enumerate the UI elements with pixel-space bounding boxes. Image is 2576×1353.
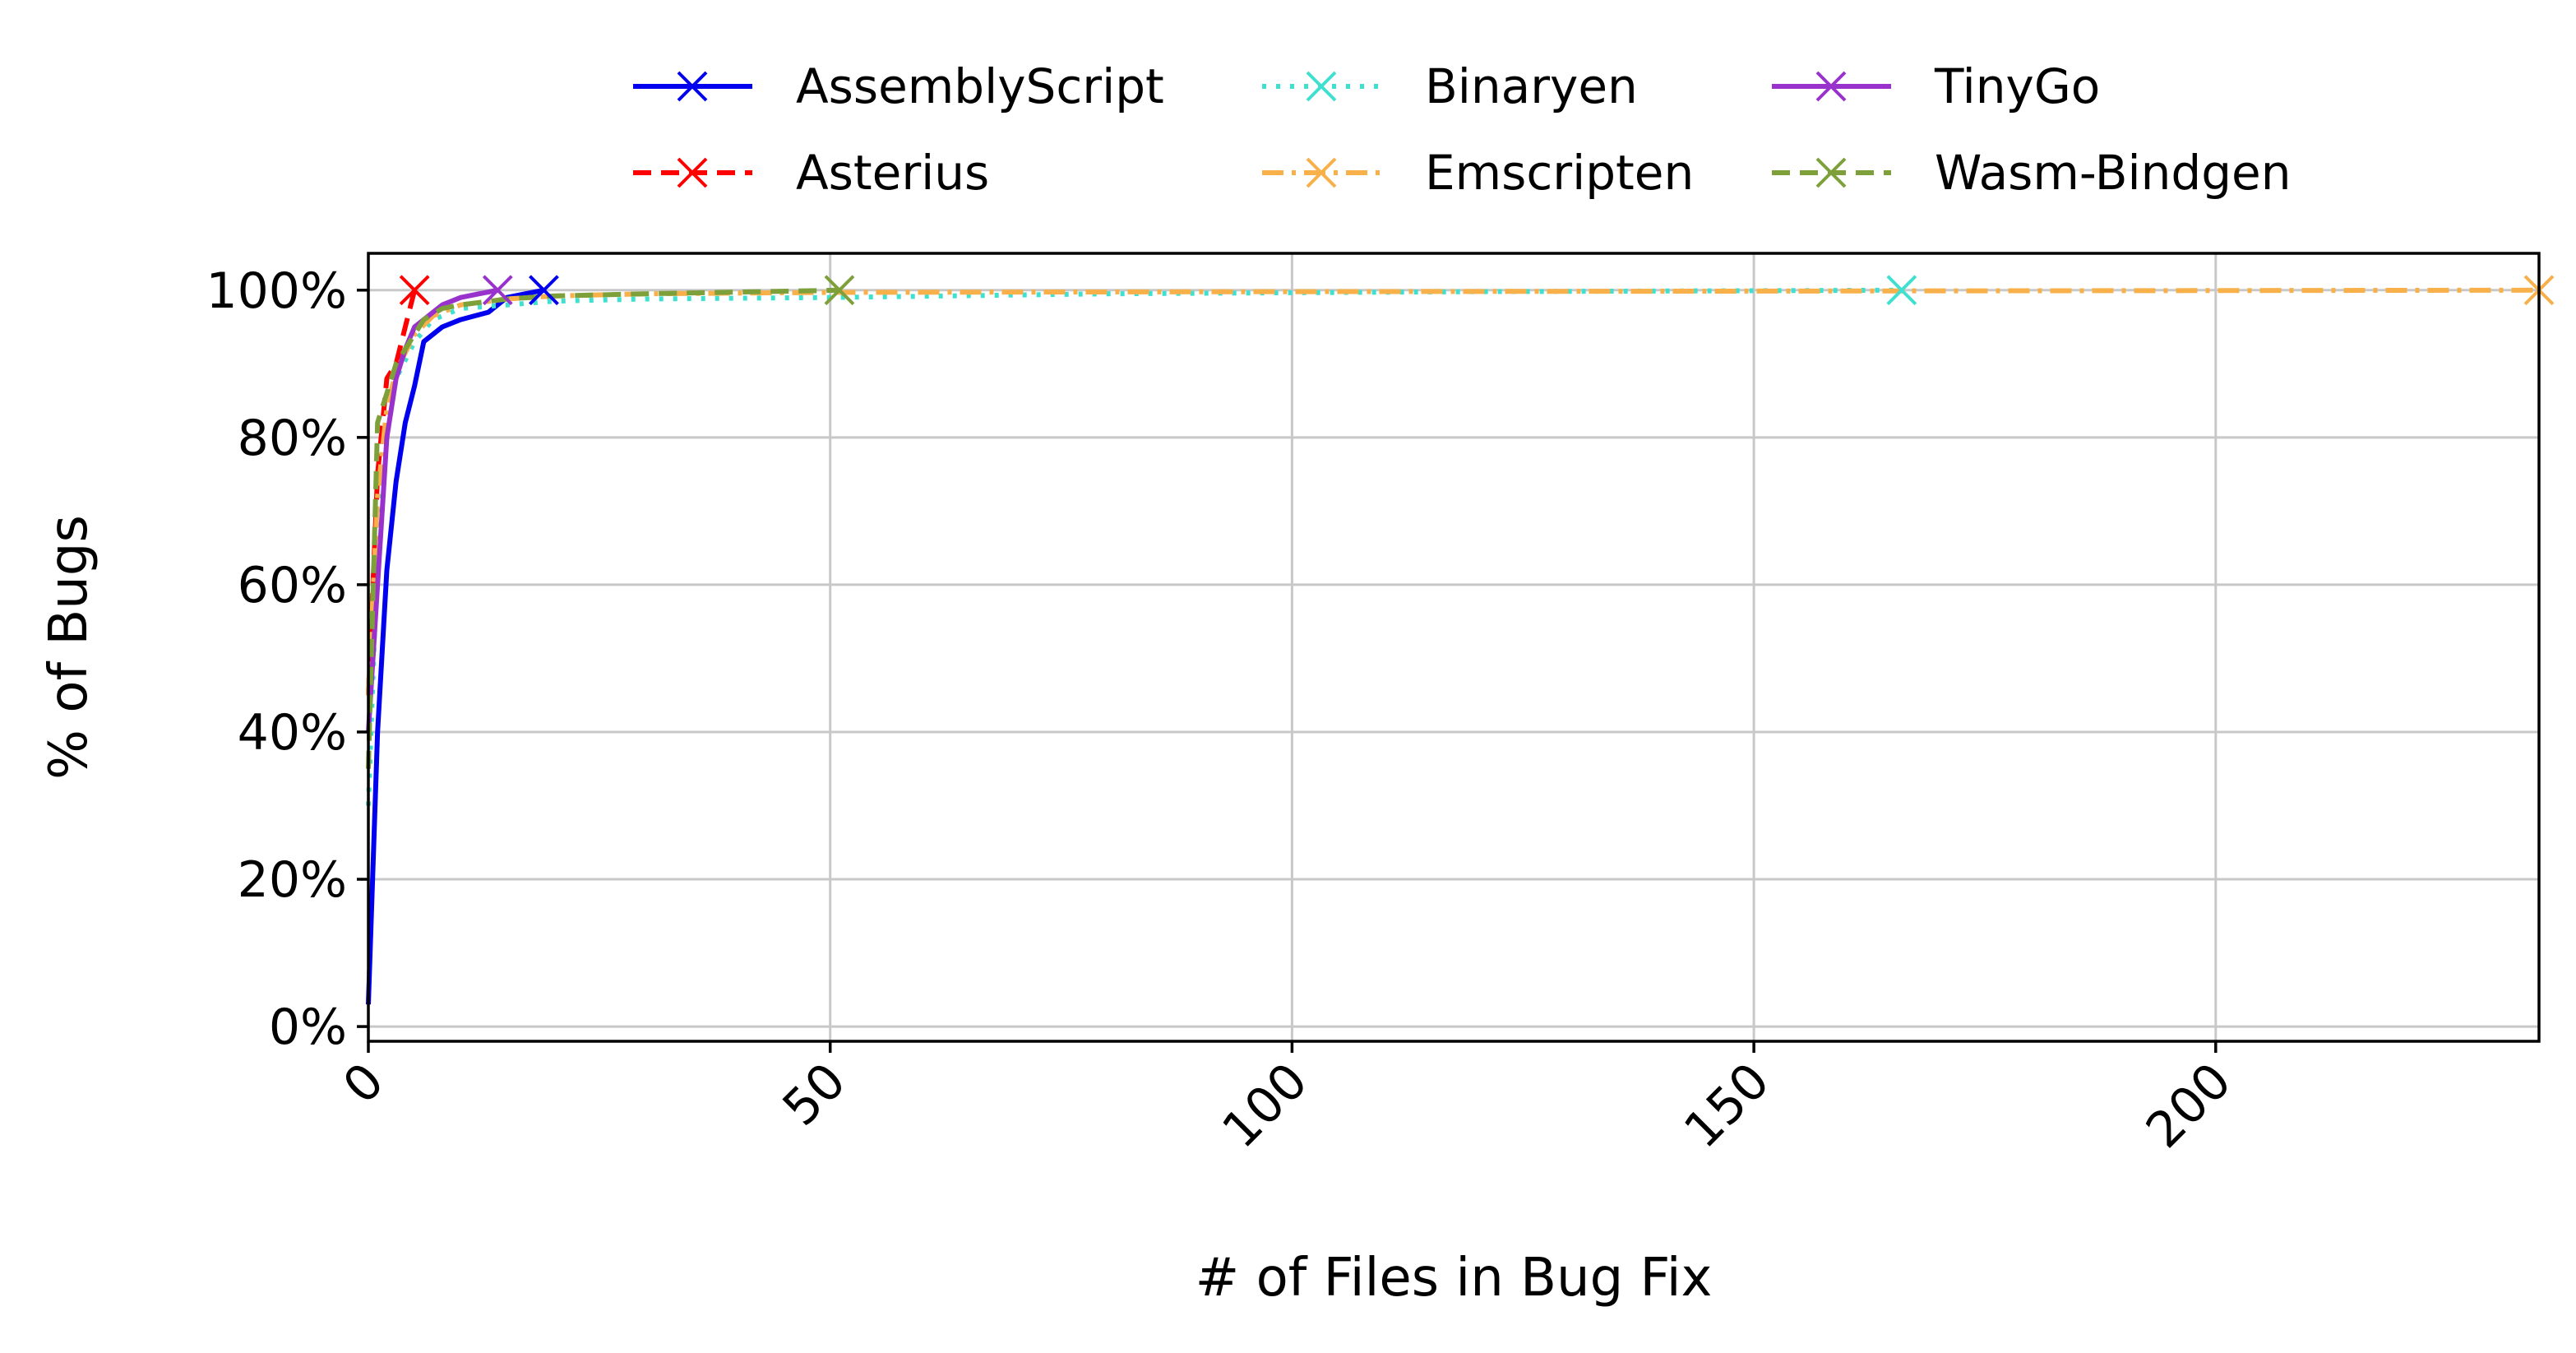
x-tick-label-0: 0 — [332, 1052, 395, 1115]
legend-label-asterius: Asterius — [796, 145, 989, 201]
legend-marker-asterius — [677, 157, 708, 188]
y-tick-label-40: 40% — [238, 704, 347, 762]
legend-item-emscripten: Emscripten — [1262, 145, 1694, 201]
x-tick-label-200: 200 — [2135, 1052, 2242, 1159]
legend-label-emscripten: Emscripten — [1425, 145, 1694, 201]
series-end-marker-wasm-bindgen — [824, 275, 855, 306]
x-axis-title: # of Files in Bug Fix — [1196, 1248, 1713, 1309]
legend-item-tinygo: TinyGo — [1772, 58, 2100, 114]
legend-marker-tinygo — [1815, 71, 1847, 102]
legend-label-assemblyscript: AssemblyScript — [796, 58, 1164, 114]
x-tick-label-100: 100 — [1212, 1052, 1319, 1159]
y-axis-title: % of Bugs — [39, 515, 99, 780]
legend-label-binaryen: Binaryen — [1425, 58, 1638, 114]
ticks: 0 50 100 150 200 0% 20% 40% 60% 80% 100% — [206, 262, 2242, 1160]
y-tick-label-20: 20% — [238, 851, 347, 909]
legend-item-asterius: Asterius — [633, 145, 989, 201]
legend-item-binaryen: Binaryen — [1262, 58, 1638, 114]
y-tick-label-60: 60% — [238, 557, 347, 614]
legend-marker-wasm-bindgen — [1815, 157, 1847, 188]
legend-item-wasm-bindgen: Wasm-Bindgen — [1772, 145, 2292, 201]
series-end-marker-tinygo — [482, 275, 513, 306]
legend-label-tinygo: TinyGo — [1934, 58, 2100, 114]
legend-marker-emscripten — [1306, 157, 1337, 188]
plot-frame — [367, 252, 2541, 1043]
series-end-marker-binaryen — [1886, 275, 1917, 306]
series-line-tinygo — [366, 287, 498, 733]
x-tick-label-50: 50 — [772, 1052, 857, 1137]
y-tick-label-80: 80% — [238, 410, 347, 467]
x-tick-label-150: 150 — [1673, 1052, 1780, 1159]
y-tick-label-100: 100% — [206, 262, 347, 320]
legend-label-wasm-bindgen: Wasm-Bindgen — [1935, 145, 2292, 201]
series-end-marker-assemblyscript — [529, 275, 559, 306]
series-line-binaryen — [366, 287, 1902, 806]
series-end-marker-asterius — [399, 275, 430, 306]
series-line-emscripten — [366, 287, 2540, 696]
series-layer — [366, 275, 2555, 1005]
y-tick-label-0: 0% — [269, 999, 347, 1056]
series-line-wasm-bindgen — [366, 287, 839, 769]
grid — [367, 253, 2539, 1041]
legend-marker-binaryen — [1306, 71, 1337, 102]
legend-item-assemblyscript: AssemblyScript — [633, 58, 1164, 114]
legend: AssemblyScript Asterius Binaryen Emscripten… — [633, 58, 2292, 201]
legend-marker-assemblyscript — [677, 71, 708, 102]
